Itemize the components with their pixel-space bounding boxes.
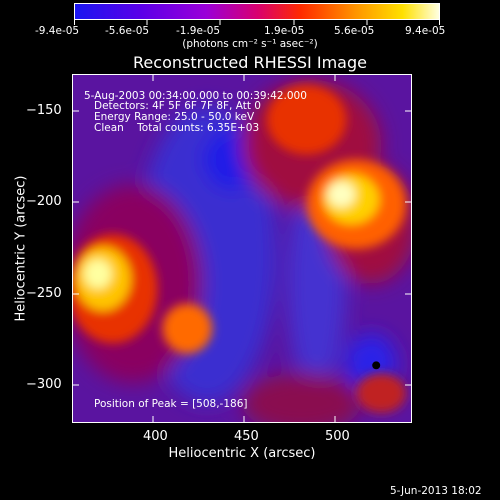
colorbar-tick-label: 5.6e-05 <box>334 25 375 37</box>
plot-title: Reconstructed RHESSI Image <box>133 53 367 72</box>
y-tick-label: −150 <box>26 103 62 118</box>
plot-frame <box>72 74 412 423</box>
info-energy-range: Energy Range: 25.0 - 50.0 keV <box>94 111 255 123</box>
colorbar-tick-label: -5.6e-05 <box>105 25 150 37</box>
info-detectors: Detectors: 4F 5F 6F 7F 8F, Att 0 <box>94 100 261 112</box>
y-tick-label: −200 <box>26 194 62 209</box>
y-tick-label: −250 <box>26 286 62 301</box>
colorbar <box>74 3 440 20</box>
colorbar-tick-label: 1.9e-05 <box>264 25 305 37</box>
bright-region <box>83 258 112 289</box>
x-tick-label: 400 <box>143 429 168 444</box>
x-axis-label: Heliocentric X (arcsec) <box>168 446 316 461</box>
axis-ticks <box>72 74 412 423</box>
footer-date: 5-Jun-2013 18:02 <box>390 485 482 497</box>
hot-region <box>162 303 213 354</box>
colorbar-tick-label: -1.9e-05 <box>176 25 221 37</box>
peak-position-label: Position of Peak = [508,-186] <box>94 398 248 410</box>
colorbar-tick-label: 9.4e-05 <box>405 25 446 37</box>
colorbar-tick-label: -9.4e-05 <box>35 25 80 37</box>
dark-spot <box>372 361 381 370</box>
x-tick-label: 500 <box>325 429 350 444</box>
red-region <box>242 373 362 422</box>
info-time-range: 5-Aug-2003 00:34:00.000 to 00:39:42.000 <box>84 90 307 102</box>
hot-region <box>266 84 347 155</box>
info-total-counts: Clean Total counts: 6.35E+03 <box>94 122 260 134</box>
peak-region <box>327 181 356 208</box>
x-tick-label: 450 <box>234 429 259 444</box>
y-tick-label: −300 <box>26 377 62 392</box>
colorbar-ticks <box>74 20 440 25</box>
y-axis-label: Heliocentric Y (arcsec) <box>13 175 29 322</box>
rhessi-image <box>73 75 411 422</box>
hot-region <box>356 373 407 414</box>
colorbar-gradient <box>75 4 439 19</box>
colorbar-units: (photons cm⁻² s⁻¹ asec⁻²) <box>182 38 318 50</box>
